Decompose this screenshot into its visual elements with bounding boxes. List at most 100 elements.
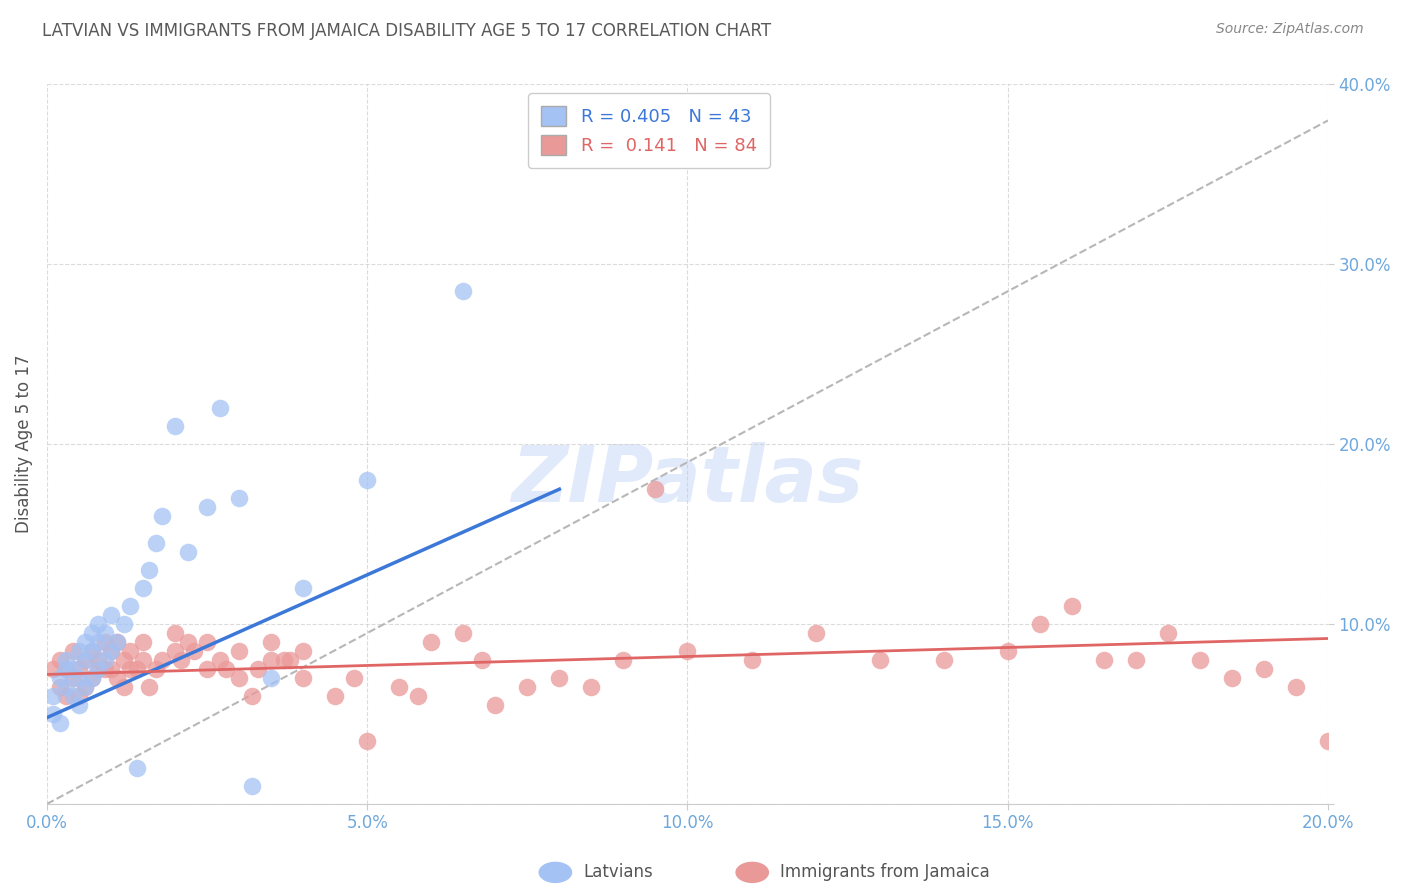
Point bbox=[120, 662, 142, 676]
Point bbox=[42, 662, 65, 676]
Point bbox=[1125, 653, 1147, 667]
Text: Source: ZipAtlas.com: Source: ZipAtlas.com bbox=[1216, 22, 1364, 37]
Point bbox=[170, 653, 193, 667]
Point bbox=[138, 680, 160, 694]
Point bbox=[75, 680, 97, 694]
Point bbox=[93, 662, 115, 676]
Point bbox=[67, 644, 90, 658]
Point bbox=[105, 635, 128, 649]
Point bbox=[112, 653, 135, 667]
Point bbox=[93, 635, 115, 649]
Point bbox=[80, 626, 103, 640]
Point bbox=[150, 653, 173, 667]
Point bbox=[100, 608, 122, 623]
Point bbox=[228, 644, 250, 658]
Point bbox=[138, 563, 160, 577]
Point bbox=[55, 662, 77, 676]
Point bbox=[183, 644, 205, 658]
Point bbox=[1029, 617, 1052, 632]
Text: Immigrants from Jamaica: Immigrants from Jamaica bbox=[780, 863, 990, 881]
Point bbox=[80, 644, 103, 658]
Y-axis label: Disability Age 5 to 17: Disability Age 5 to 17 bbox=[15, 355, 32, 533]
Point bbox=[132, 581, 155, 595]
Point bbox=[93, 626, 115, 640]
Point bbox=[48, 680, 70, 694]
Point bbox=[67, 698, 90, 712]
Point bbox=[93, 653, 115, 667]
Text: ZIPatlas: ZIPatlas bbox=[512, 442, 863, 518]
Point bbox=[55, 662, 77, 676]
Point bbox=[292, 581, 315, 595]
Point bbox=[67, 662, 90, 676]
Point bbox=[105, 671, 128, 685]
Point bbox=[80, 644, 103, 658]
Point bbox=[100, 644, 122, 658]
Point bbox=[323, 689, 346, 703]
Point bbox=[120, 599, 142, 613]
Point bbox=[260, 671, 283, 685]
Point bbox=[195, 635, 218, 649]
Point bbox=[1317, 734, 1340, 748]
Point bbox=[48, 716, 70, 731]
Point bbox=[388, 680, 411, 694]
Legend: R = 0.405   N = 43, R =  0.141   N = 84: R = 0.405 N = 43, R = 0.141 N = 84 bbox=[529, 94, 769, 168]
Point bbox=[208, 401, 231, 416]
Point bbox=[62, 644, 84, 658]
Point bbox=[292, 644, 315, 658]
Point bbox=[177, 545, 200, 559]
Point bbox=[932, 653, 955, 667]
Point bbox=[62, 671, 84, 685]
Point bbox=[87, 662, 110, 676]
Point bbox=[145, 536, 167, 550]
Point bbox=[195, 662, 218, 676]
Point bbox=[163, 644, 186, 658]
Point bbox=[55, 689, 77, 703]
Point bbox=[741, 653, 763, 667]
Point bbox=[55, 653, 77, 667]
Point bbox=[120, 644, 142, 658]
Point bbox=[87, 653, 110, 667]
Point bbox=[278, 653, 301, 667]
Text: Latvians: Latvians bbox=[583, 863, 654, 881]
Point bbox=[177, 635, 200, 649]
Point bbox=[215, 662, 238, 676]
Point bbox=[343, 671, 366, 685]
Point bbox=[1157, 626, 1180, 640]
Point bbox=[87, 662, 110, 676]
Point bbox=[273, 653, 295, 667]
Point bbox=[80, 671, 103, 685]
Point bbox=[804, 626, 827, 640]
Point bbox=[516, 680, 538, 694]
Point bbox=[195, 500, 218, 515]
Point bbox=[453, 626, 475, 640]
Point bbox=[55, 680, 77, 694]
Point bbox=[100, 662, 122, 676]
Point bbox=[247, 662, 270, 676]
Point bbox=[112, 680, 135, 694]
Point bbox=[67, 671, 90, 685]
Point bbox=[132, 635, 155, 649]
Point bbox=[676, 644, 699, 658]
Point bbox=[548, 671, 571, 685]
Point bbox=[75, 653, 97, 667]
Point bbox=[42, 689, 65, 703]
Point bbox=[581, 680, 603, 694]
Point bbox=[356, 473, 378, 487]
Point bbox=[1092, 653, 1115, 667]
Point bbox=[240, 779, 263, 793]
Point bbox=[87, 635, 110, 649]
Point bbox=[260, 653, 283, 667]
Point bbox=[75, 680, 97, 694]
Point bbox=[208, 653, 231, 667]
Point bbox=[228, 671, 250, 685]
Point bbox=[105, 635, 128, 649]
Point bbox=[1188, 653, 1211, 667]
Point bbox=[100, 644, 122, 658]
Point bbox=[125, 662, 148, 676]
Point bbox=[132, 653, 155, 667]
Text: LATVIAN VS IMMIGRANTS FROM JAMAICA DISABILITY AGE 5 TO 17 CORRELATION CHART: LATVIAN VS IMMIGRANTS FROM JAMAICA DISAB… bbox=[42, 22, 772, 40]
Point bbox=[997, 644, 1019, 658]
Point bbox=[75, 653, 97, 667]
Point bbox=[163, 419, 186, 434]
Point bbox=[112, 617, 135, 632]
